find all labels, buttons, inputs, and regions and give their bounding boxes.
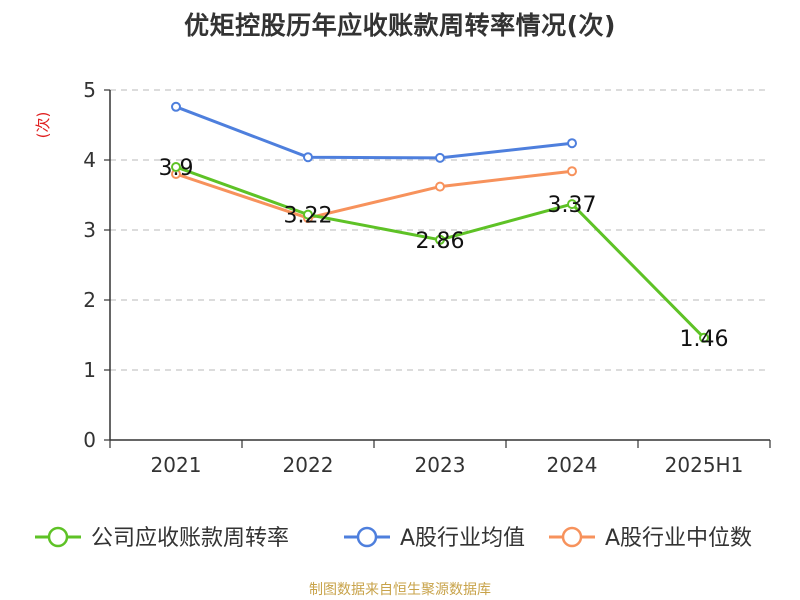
data-point <box>567 166 577 177</box>
data-label: 3.22 <box>284 204 333 229</box>
data-point <box>435 152 445 163</box>
y-tick-label: 2 <box>83 288 96 312</box>
data-point <box>435 234 445 245</box>
data-point <box>567 138 577 149</box>
axes: 0 1 2 3 4 5 2021 2022 2023 2024 2025H1 (次) <box>34 78 771 477</box>
data-point <box>567 199 577 210</box>
legend-marker <box>356 526 378 548</box>
chart-title: 优矩控股历年应收账款周转率情况(次) <box>184 11 616 40</box>
series-line-1 <box>175 105 573 160</box>
x-tick-label: 2025H1 <box>665 453 744 477</box>
data-point <box>699 332 709 343</box>
legend-marker <box>561 526 583 548</box>
x-tick-label: 2021 <box>151 453 202 477</box>
series-lines <box>171 101 709 343</box>
legend-item: A股行业中位数 <box>549 526 752 551</box>
data-label: 3.9 <box>159 156 194 181</box>
series-line-2 <box>175 169 573 220</box>
x-tick-label: 2024 <box>547 453 598 477</box>
data-point <box>303 209 313 220</box>
y-tick-label: 4 <box>83 148 96 172</box>
legend-label: 公司应收账款周转率 <box>91 526 289 551</box>
legend-item: A股行业均值 <box>344 526 525 551</box>
data-point <box>303 152 313 163</box>
y-tick-label: 5 <box>83 78 96 102</box>
legend: 公司应收账款周转率 A股行业均值 A股行业中位数 <box>35 526 752 551</box>
legend-item: 公司应收账款周转率 <box>35 526 289 551</box>
data-label: 1.46 <box>680 327 729 352</box>
source-note: 制图数据来自恒生聚源数据库 <box>309 582 491 598</box>
y-tick-label: 0 <box>83 428 96 452</box>
legend-label: A股行业均值 <box>400 526 525 551</box>
data-label: 3.37 <box>548 193 597 218</box>
data-point <box>435 181 445 192</box>
x-tick-label: 2022 <box>283 453 334 477</box>
data-labels: 3.9 3.22 2.86 3.37 1.46 <box>159 156 729 352</box>
y-tick-label: 3 <box>83 218 96 242</box>
legend-label: A股行业中位数 <box>605 526 752 551</box>
y-axis-unit-label: (次) <box>34 112 52 139</box>
legend-marker <box>47 526 69 548</box>
data-point <box>171 101 181 112</box>
data-point <box>171 162 181 172</box>
y-tick-label: 1 <box>83 358 96 382</box>
data-label: 2.86 <box>416 229 465 254</box>
x-tick-label: 2023 <box>415 453 466 477</box>
